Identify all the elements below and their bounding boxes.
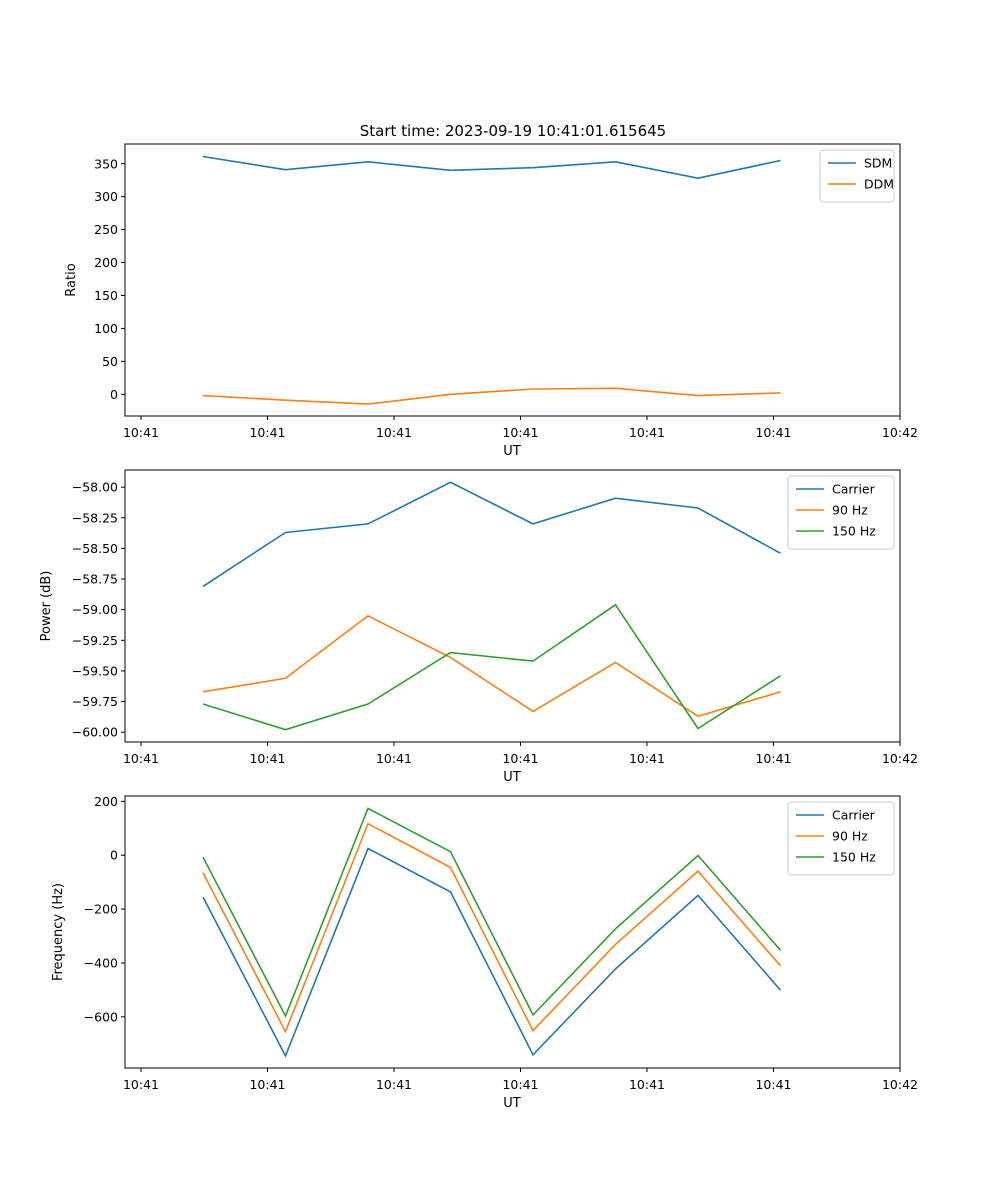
x-tick-label: 10:41 (502, 1077, 538, 1092)
series-line-150-hz (202, 807, 782, 1018)
x-axis-label: UT (503, 770, 521, 785)
axes-frame (124, 143, 901, 417)
y-tick-label: 200 (94, 794, 118, 809)
chart-panel-3: −600 −400 −200 0 200 10:41 10:41 10:41 10:41 10:4… (51, 794, 918, 1111)
x-tick-label: 10:41 (123, 425, 159, 440)
x-tick-label: 10:41 (376, 425, 412, 440)
axes-frame (124, 469, 901, 743)
y-axis-label: Ratio (64, 263, 79, 296)
legend-label: 150 Hz (832, 850, 876, 865)
y-tick-label: −58.50 (72, 541, 118, 556)
x-tick-label: 10:41 (755, 751, 791, 766)
series-line-90-hz (202, 822, 782, 1034)
y-tick-label: −600 (84, 1009, 118, 1024)
series-line-ddm (202, 387, 781, 405)
y-tick-label: −58.75 (72, 572, 118, 587)
y-axis-label: Power (dB) (39, 571, 54, 642)
series-line-carrier (202, 847, 782, 1058)
x-tick-label: 10:41 (123, 1077, 159, 1092)
x-tick-label: 10:42 (882, 751, 918, 766)
legend: Carrier 90 Hz 150 Hz (787, 801, 895, 876)
x-tick-label: 10:41 (123, 751, 159, 766)
legend-label: 90 Hz (832, 829, 868, 844)
x-tick-label: 10:41 (502, 425, 538, 440)
y-tick-label: −59.25 (72, 633, 118, 648)
x-tick-label: 10:41 (249, 425, 285, 440)
y-tick-label: 50 (102, 354, 118, 369)
legend-label: Carrier (832, 482, 876, 497)
x-tick-label: 10:42 (882, 425, 918, 440)
series-line-90-hz (202, 614, 781, 718)
x-tick-label: 10:41 (249, 751, 285, 766)
y-tick-label: −200 (84, 902, 118, 917)
y-tick-label: 350 (94, 156, 118, 171)
series-line-150-hz (202, 603, 781, 731)
x-axis-label: UT (503, 1096, 521, 1111)
legend: SDM DDM (819, 149, 895, 203)
y-axis-label: Frequency (Hz) (51, 883, 66, 981)
chart-panel-2: −60.00 −59.75 −59.50 −59.25 −59.00 −58.75 −58.… (39, 469, 918, 785)
series-line-sdm (202, 155, 781, 180)
y-tick-label: −59.50 (72, 663, 118, 678)
legend: Carrier 90 Hz 150 Hz (787, 475, 895, 550)
x-tick-label: 10:41 (376, 1077, 412, 1092)
legend-label: 90 Hz (832, 503, 868, 518)
legend-label: SDM (864, 156, 892, 171)
legend-label: DDM (864, 177, 894, 192)
axes-frame (124, 795, 901, 1069)
x-tick-label: 10:42 (882, 1077, 918, 1092)
figure-title: Start time: 2023-09-19 10:41:01.615645 (360, 122, 666, 140)
y-tick-label: 200 (94, 255, 118, 270)
y-tick-label: 300 (94, 189, 118, 204)
y-tick-label: −58.00 (72, 480, 118, 495)
y-tick-label: −400 (84, 955, 118, 970)
x-tick-label: 10:41 (629, 425, 665, 440)
y-tick-label: 0 (110, 387, 118, 402)
x-tick-label: 10:41 (629, 1077, 665, 1092)
y-tick-label: −59.00 (72, 602, 118, 617)
series-line-carrier (202, 481, 781, 588)
x-tick-label: 10:41 (376, 751, 412, 766)
x-tick-label: 10:41 (249, 1077, 285, 1092)
y-tick-label: 100 (94, 321, 118, 336)
x-tick-label: 10:41 (629, 751, 665, 766)
y-tick-label: 0 (110, 848, 118, 863)
y-tick-label: −59.75 (72, 694, 118, 709)
x-tick-label: 10:41 (755, 1077, 791, 1092)
x-tick-label: 10:41 (502, 751, 538, 766)
x-tick-label: 10:41 (755, 425, 791, 440)
legend-label: Carrier (832, 808, 876, 823)
x-axis-label: UT (503, 444, 521, 459)
y-tick-label: −58.25 (72, 510, 118, 525)
y-tick-label: 150 (94, 288, 118, 303)
chart-panel-1: 0 50 100 150 200 250 300 350 10:41 10:41 10:41 10:4… (64, 143, 918, 459)
legend-label: 150 Hz (832, 524, 876, 539)
y-tick-label: 250 (94, 222, 118, 237)
y-tick-label: −60.00 (72, 725, 118, 740)
